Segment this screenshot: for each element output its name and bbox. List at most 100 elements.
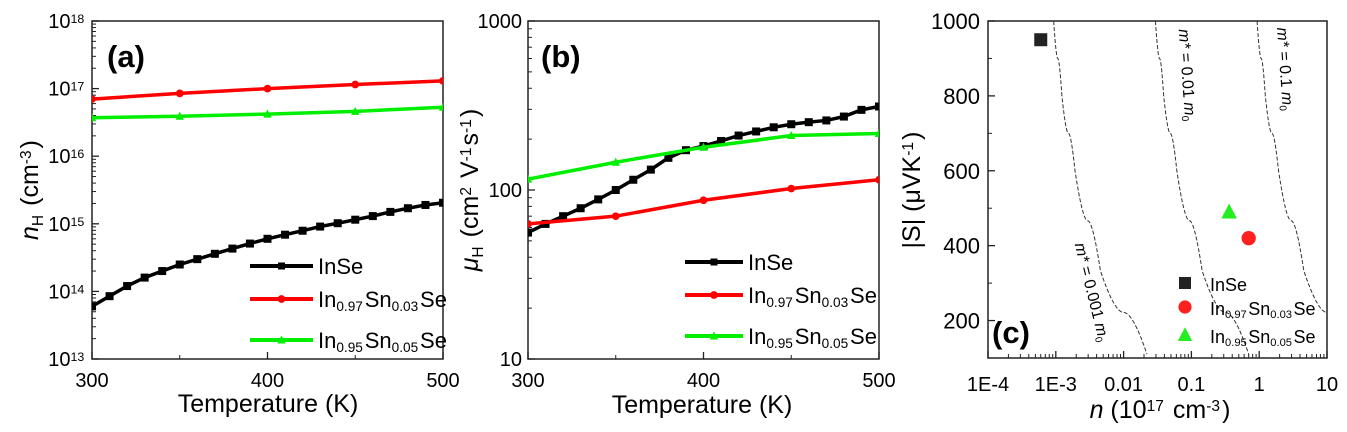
data-point [368,212,377,221]
y-tick-label: 1000 [931,9,980,34]
data-point [1221,203,1237,219]
data-point [175,260,184,269]
effective-mass-curve [1053,21,1148,355]
data-point [105,292,114,301]
legend-label: InSe [318,254,363,279]
legend-label: In0.97 Sn0.03 Se [1210,299,1316,321]
data-point [611,157,620,166]
data-point [528,174,533,183]
legend-marker [277,295,286,303]
x-tick-label: 300 [511,370,544,392]
panel-a: 300 400 500 1013 1014 1015 1016 1017 1018 I… [16,11,460,418]
x-tick-label: 10 [1316,374,1338,396]
data-point [228,244,237,253]
data-point [263,84,272,93]
series-2 [528,128,879,183]
legend-marker [710,291,718,299]
panel-label: (b) [541,39,581,74]
y-tick-label: 1013 [48,349,86,371]
x-axis-title: Temperature (K) [178,390,359,418]
data-point [386,207,395,216]
data-point [528,228,532,237]
y-axis-title: μH (cm2 V-1 s-1 ) [456,109,487,273]
x-tick-label: 1 [1254,374,1265,396]
data-point [699,196,708,205]
series-0 [92,198,443,311]
data-point [699,142,708,151]
data-point [874,128,879,137]
data-point [92,113,97,122]
data-point [804,118,813,127]
data-point [263,234,272,243]
data-point [439,77,443,85]
legend-marker [277,335,286,344]
data-point [351,215,360,224]
x-axis-title: n (1017 cm-3 ) [1090,396,1231,424]
legend-marker [709,331,719,340]
data-point [611,186,620,194]
y-tick-label: 1014 [48,281,86,303]
data-point [787,184,796,193]
data-point [193,255,202,264]
x-tick-label: 300 [75,370,108,392]
y-axis-title: |S| (μVK-1 ) [898,132,926,249]
y-tick-label: 100 [489,180,522,202]
y-tick-label: 1015 [48,214,86,236]
legend-label: InSe [1210,275,1247,295]
legend-label: In0.97 Sn0.03 Se [748,283,877,310]
data-point [438,102,443,111]
data-point [351,80,360,89]
series-1 [92,77,443,103]
panel-b: 300 400 500 10 100 1000 InSe In0.97 Sn0.03 Se In… [456,11,896,419]
series-line [528,131,879,181]
effective-mass-curve-label: m* = 0.001 m0 [1069,241,1112,345]
data-point [281,230,290,239]
data-point [787,130,796,140]
effective-mass-curve [1256,21,1327,313]
x-tick-label: 500 [426,370,459,392]
data-point [439,198,443,207]
data-point [769,123,778,132]
data-point [316,222,325,231]
x-tick-label: 500 [862,370,895,392]
data-point [629,175,638,184]
data-point [175,111,184,120]
legend-label: InSe [748,250,793,275]
data-point [210,249,219,258]
data-point [245,239,254,248]
y-tick-label: 1017 [48,79,86,101]
y-axis-title: nH (cm-3 ) [16,140,47,240]
y-tick-label: 600 [943,159,980,184]
data-point [717,136,726,145]
x-tick-label: 1E-4 [967,374,1009,396]
plot-frame [987,20,1328,359]
data-point [752,127,761,136]
legend-marker [710,258,718,266]
x-axis-title: Temperature (K) [612,391,793,419]
panel-label: (c) [992,315,1030,350]
data-point [559,212,568,221]
data-point [664,153,673,162]
panel-label: (a) [107,39,145,74]
data-point [528,220,532,228]
data-point [175,89,184,98]
series-2 [92,102,443,122]
data-point [92,302,96,311]
y-tick-label: 1018 [48,11,86,33]
y-tick-label: 800 [943,84,980,109]
x-tick-label: 1E-3 [1035,374,1077,396]
data-point [611,212,620,221]
x-tick-label: 0.1 [1177,374,1205,396]
data-point [92,95,96,103]
effective-mass-curve-label: m* = 0.01 m0 [1173,28,1198,123]
data-point [857,105,866,114]
y-tick-label: 1016 [48,146,86,168]
data-point [646,165,655,174]
data-point [875,102,879,111]
x-tick-label: 400 [687,370,720,392]
data-point [351,106,360,115]
x-tick-label: 0.01 [1104,374,1143,396]
data-point [839,112,848,121]
legend-label: In0.95 Sn0.05 Se [318,328,447,355]
